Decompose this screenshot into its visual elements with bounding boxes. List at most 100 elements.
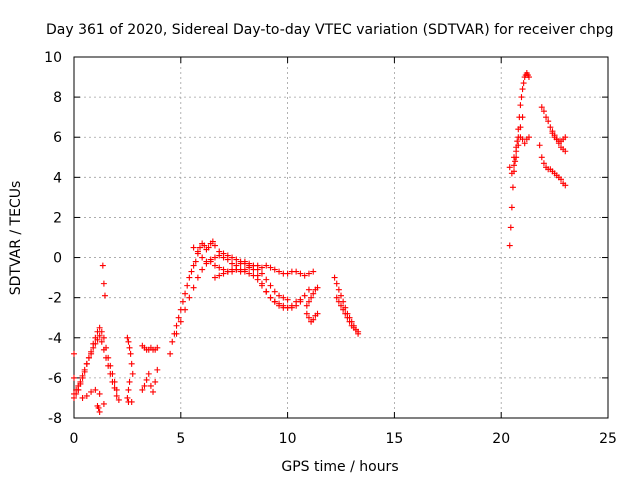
data-point <box>177 318 184 325</box>
data-point <box>276 300 283 307</box>
data-point <box>229 254 236 261</box>
data-point <box>96 390 103 397</box>
series-arc-p <box>511 114 526 161</box>
data-point <box>124 334 131 341</box>
x-tick-label: 0 <box>70 431 79 447</box>
data-point <box>305 286 312 293</box>
data-point <box>237 268 244 275</box>
data-point <box>288 304 295 311</box>
data-point <box>128 360 135 367</box>
series-arc-n <box>506 70 532 249</box>
data-point <box>241 258 248 265</box>
data-point <box>549 130 556 137</box>
axis-ticks: 0 5 10 15 20 25 -8 -6 -4 -2 0 2 4 6 8 10 <box>44 50 617 447</box>
data-point <box>520 80 527 87</box>
data-point <box>333 294 340 301</box>
data-point <box>98 338 105 345</box>
data-point <box>254 262 261 269</box>
data-point <box>558 176 565 183</box>
y-tick-label: -6 <box>48 371 62 387</box>
data-point <box>194 248 201 255</box>
data-point <box>211 262 218 269</box>
data-point <box>346 318 353 325</box>
data-point <box>310 290 317 297</box>
data-point <box>105 362 112 369</box>
series-arc-a4 <box>71 350 77 357</box>
data-point <box>211 274 218 281</box>
y-tick-label: 8 <box>53 90 62 106</box>
data-point <box>90 344 97 351</box>
data-point <box>246 270 253 277</box>
data-point <box>113 392 120 399</box>
data-point <box>224 268 231 275</box>
data-point <box>271 266 278 273</box>
data-point <box>190 284 197 291</box>
data-point <box>507 224 514 231</box>
data-point <box>115 396 122 403</box>
data-point <box>340 306 347 313</box>
data-point <box>199 266 206 273</box>
data-point <box>515 134 522 141</box>
x-tick-label: 5 <box>176 431 185 447</box>
data-point <box>127 350 134 357</box>
data-point <box>305 298 312 305</box>
data-point <box>94 336 101 343</box>
data-point <box>518 94 525 101</box>
data-point <box>96 324 103 331</box>
y-tick-label: 2 <box>53 210 62 226</box>
data-point <box>545 118 552 125</box>
data-point <box>182 306 189 313</box>
data-point <box>310 316 317 323</box>
data-point <box>301 272 308 279</box>
data-point <box>88 350 95 357</box>
data-point <box>284 270 291 277</box>
data-point <box>186 274 193 281</box>
series-arc-h <box>211 262 265 281</box>
data-point <box>224 256 231 263</box>
data-point <box>182 290 189 297</box>
data-point <box>229 260 236 267</box>
series-arc-g <box>190 244 291 303</box>
data-point <box>271 288 278 295</box>
data-point <box>267 282 274 289</box>
data-point <box>293 302 300 309</box>
data-point <box>154 366 161 373</box>
data-point <box>79 372 86 379</box>
data-point <box>101 292 108 299</box>
data-point <box>71 350 77 357</box>
series-arc-j <box>303 310 321 325</box>
data-point <box>220 270 227 277</box>
data-point <box>512 158 519 165</box>
data-point <box>167 350 174 357</box>
data-point <box>88 388 95 395</box>
y-axis-label: SDTVAR / TECUs <box>8 181 24 296</box>
data-point <box>562 182 569 189</box>
data-point <box>154 344 161 351</box>
data-point <box>333 280 340 287</box>
y-tick-label: 0 <box>53 251 62 267</box>
data-point <box>126 344 133 351</box>
data-point <box>71 374 77 381</box>
data-point <box>258 282 265 289</box>
data-point <box>173 330 180 337</box>
data-point <box>314 284 321 291</box>
data-point <box>150 388 157 395</box>
data-point <box>147 382 154 389</box>
data-point <box>335 298 342 305</box>
data-point <box>81 366 88 373</box>
data-point <box>254 276 261 283</box>
series-arc-i <box>263 262 317 279</box>
data-point <box>509 184 516 191</box>
data-point <box>216 252 223 259</box>
data-point <box>237 260 244 267</box>
data-point <box>100 280 107 287</box>
data-point <box>145 370 152 377</box>
data-point <box>267 294 274 301</box>
data-point <box>355 328 362 335</box>
x-tick-label: 15 <box>385 431 403 447</box>
data-point <box>139 386 146 393</box>
data-point <box>107 370 114 377</box>
data-point <box>188 268 195 275</box>
data-point <box>92 386 99 393</box>
